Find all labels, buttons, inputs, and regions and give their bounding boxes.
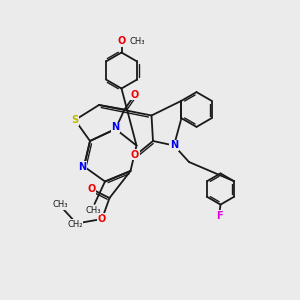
Text: CH₃: CH₃ (85, 206, 101, 215)
Text: O: O (131, 89, 139, 100)
Text: S: S (71, 115, 79, 125)
Text: O: O (87, 184, 96, 194)
Text: CH₃: CH₃ (129, 37, 145, 46)
Text: O: O (117, 36, 126, 46)
Text: O: O (131, 149, 139, 160)
Text: F: F (216, 211, 222, 221)
Text: O: O (98, 214, 106, 224)
Text: CH₃: CH₃ (52, 200, 68, 209)
Text: N: N (78, 161, 87, 172)
Text: CH₂: CH₂ (67, 220, 83, 229)
Text: N: N (170, 140, 178, 151)
Text: N: N (111, 122, 120, 133)
